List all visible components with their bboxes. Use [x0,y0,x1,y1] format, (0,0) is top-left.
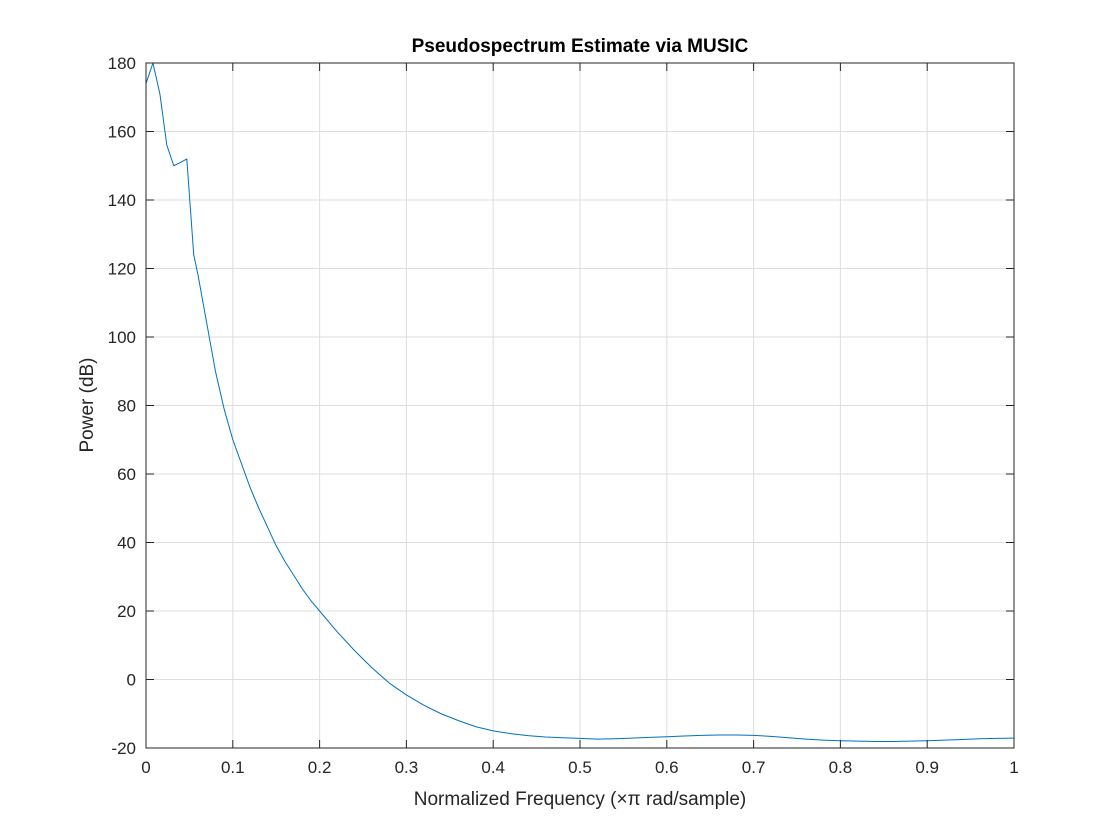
y-tick-label: 140 [108,191,136,210]
x-tick-label: 0.5 [568,758,592,777]
x-tick-label: 0.3 [395,758,419,777]
x-tick-label: 0.7 [742,758,766,777]
x-tick-label: 0.4 [481,758,505,777]
y-tick-label: 60 [117,465,136,484]
y-tick-label: 20 [117,602,136,621]
ticks [145,62,1015,749]
y-tick-label: -20 [111,739,136,758]
x-tick-label: 0 [141,758,150,777]
y-tick-label: 80 [117,397,136,416]
y-tick-label: 180 [108,54,136,73]
y-tick-label: 100 [108,328,136,347]
x-tick-label: 0.1 [221,758,245,777]
x-tick-label: 0.2 [308,758,332,777]
series-layer [145,62,1015,742]
series-line [145,62,1015,742]
y-tick-label: 160 [108,123,136,142]
tick-labels: 0 0.1 0.2 0.3 0.4 0.5 0.6 0.7 0.8 0.9 1 -20 0 20 40 60 8… [108,54,1019,777]
y-tick-label: 0 [127,671,136,690]
x-tick-label: 1 [1009,758,1018,777]
y-tick-label: 120 [108,260,136,279]
x-tick-label: 0.8 [829,758,853,777]
x-tick-label: 0.6 [655,758,679,777]
x-tick-label: 0.9 [915,758,939,777]
y-axis-label: Power (dB) [77,357,98,452]
x-axis-label: Normalized Frequency (×π rad/sample) [414,789,747,810]
chart-title: Pseudospectrum Estimate via MUSIC [412,36,749,57]
y-tick-label: 40 [117,534,136,553]
